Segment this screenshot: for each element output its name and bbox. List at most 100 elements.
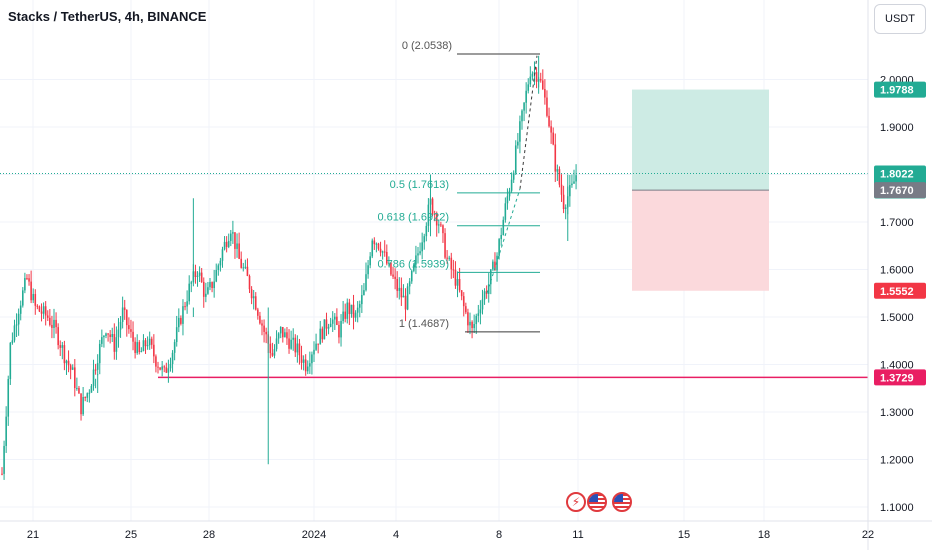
candle-body: [78, 387, 80, 394]
candle-body: [481, 299, 484, 310]
candle-body: [82, 397, 84, 415]
candle-body: [290, 339, 292, 349]
candle-body: [375, 243, 378, 245]
candle-body: [51, 324, 53, 328]
y-tick-label: 1.4000: [880, 360, 914, 372]
candle-body: [5, 416, 7, 446]
candle-body: [61, 345, 64, 348]
candle-body: [117, 329, 120, 338]
candle-body: [388, 262, 390, 264]
candle-body: [331, 319, 334, 324]
candle-body: [298, 343, 301, 356]
candle-body: [367, 265, 369, 275]
fib-level-label: 0.618 (1.6922): [377, 212, 449, 224]
candle-body: [558, 169, 561, 185]
candle-body: [309, 363, 311, 367]
candle-body: [427, 204, 430, 226]
last-price-label: 1.8022: [880, 168, 914, 180]
candle-body: [527, 84, 530, 91]
candle-body: [165, 367, 168, 373]
candle-body: [398, 287, 401, 291]
candle-body: [294, 337, 297, 353]
candle-body: [408, 281, 411, 287]
candle-body: [446, 257, 448, 259]
candle-body: [454, 269, 457, 286]
candle-body: [381, 251, 384, 253]
us-flag-event-icon[interactable]: [612, 492, 632, 512]
candle-body: [475, 315, 478, 325]
candle-body: [358, 304, 361, 308]
candle-body: [194, 271, 197, 277]
candle-body: [531, 73, 534, 77]
candle-body: [254, 296, 257, 310]
candle-body: [196, 275, 199, 277]
candle-body: [327, 326, 330, 329]
loss-zone: [632, 190, 769, 291]
candle-body: [119, 321, 122, 330]
candle-body: [431, 198, 434, 215]
candle-body: [564, 207, 567, 209]
candle-body: [159, 367, 161, 370]
candle-body: [236, 243, 238, 249]
us-flag-event-icon[interactable]: [587, 492, 607, 512]
candle-body: [15, 324, 18, 326]
candle-body: [161, 366, 163, 370]
candle-body: [404, 295, 407, 310]
candle-body: [103, 335, 105, 338]
candle-body: [138, 342, 141, 353]
candle-body: [230, 233, 232, 241]
candle-body: [529, 76, 532, 85]
candle-body: [390, 262, 392, 275]
candle-body: [402, 295, 405, 298]
candle-body: [510, 179, 513, 191]
candle-body: [544, 88, 546, 98]
candle-body: [296, 343, 299, 353]
candle-body: [523, 102, 525, 111]
fib-trendline: [486, 188, 521, 294]
y-tick-label: 1.2000: [880, 455, 914, 467]
candle-body: [101, 337, 103, 344]
candle-body: [512, 172, 515, 180]
candle-body: [417, 253, 419, 256]
candle-body: [348, 302, 351, 315]
candle-body: [32, 293, 34, 301]
candle-body: [96, 363, 99, 370]
candle-body: [284, 332, 286, 338]
y-tick-label: 1.7000: [880, 217, 914, 229]
candle-body: [438, 224, 440, 226]
candle-body: [373, 240, 376, 245]
candle-body: [273, 349, 276, 356]
candle-body: [471, 321, 473, 329]
candle-body: [406, 286, 409, 310]
candle-body: [465, 306, 467, 313]
candle-body: [354, 312, 357, 318]
candle-body: [186, 301, 188, 307]
candle-body: [344, 311, 346, 319]
candle-body: [277, 333, 280, 339]
currency-button[interactable]: USDT: [874, 4, 926, 34]
candle-body: [250, 289, 253, 299]
candle-body: [244, 266, 247, 268]
candle-body: [363, 290, 365, 296]
candle-body: [84, 397, 86, 399]
candle-body: [421, 242, 423, 252]
x-tick-label: 18: [758, 529, 770, 541]
lightning-event-icon[interactable]: ⚡: [566, 492, 586, 512]
candle-body: [444, 233, 446, 258]
candle-body: [392, 274, 394, 277]
candle-body: [65, 360, 68, 364]
candle-body: [419, 251, 421, 254]
candle-body: [329, 323, 332, 327]
candle-body: [311, 354, 313, 364]
candle-body: [155, 356, 157, 367]
candle-body: [300, 355, 303, 363]
candle-body: [109, 334, 111, 338]
fib-trendline: [519, 55, 538, 189]
candle-body: [423, 236, 426, 243]
candle-body: [306, 366, 309, 372]
candle-body: [19, 305, 22, 314]
candle-body: [219, 260, 222, 266]
candle-body: [494, 261, 496, 271]
